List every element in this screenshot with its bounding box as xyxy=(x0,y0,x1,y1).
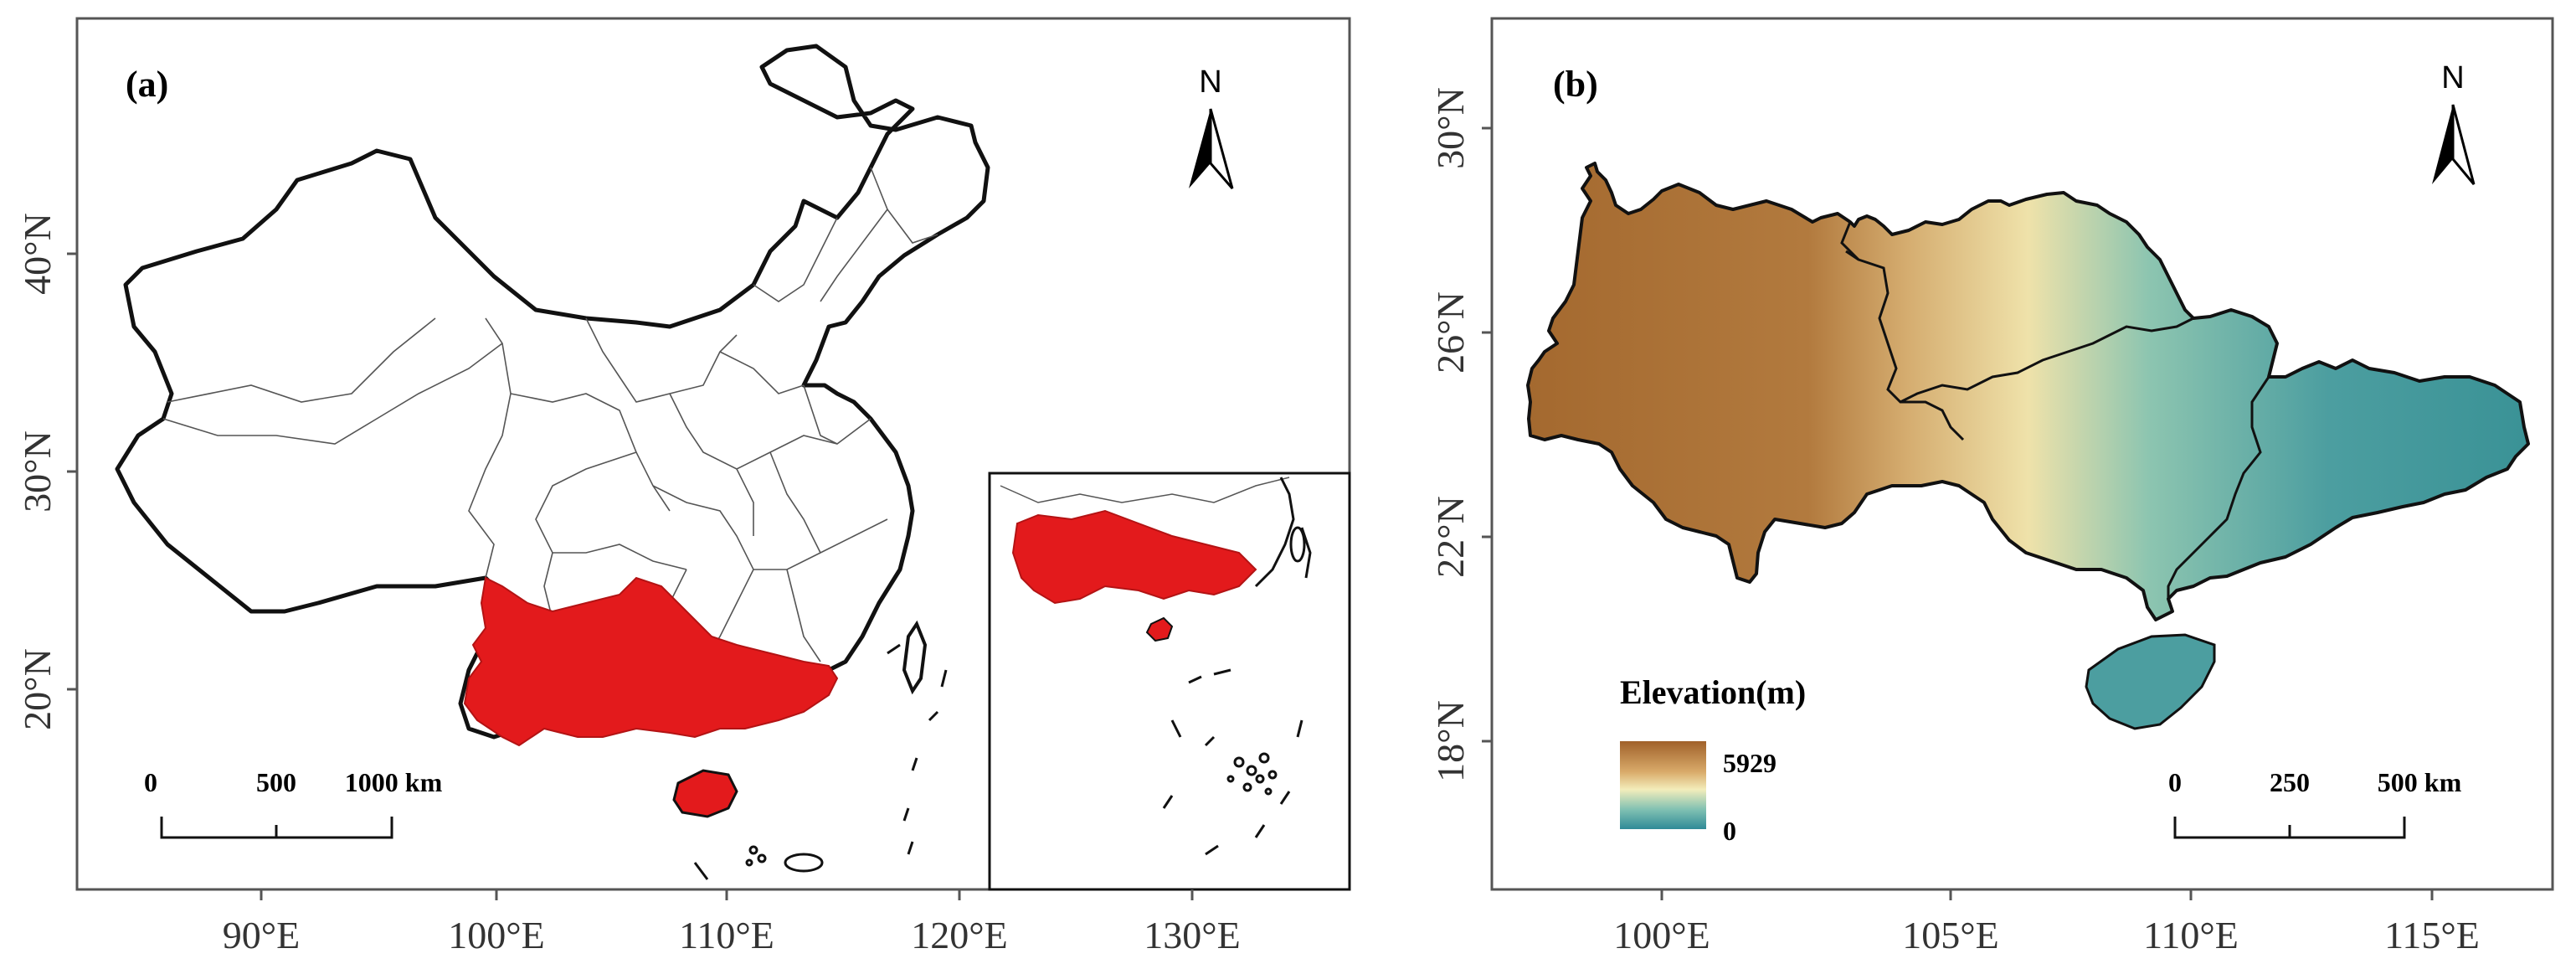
legend-colorbar xyxy=(1620,741,1706,829)
north-arrow-icon-b xyxy=(2432,105,2453,184)
inset-content xyxy=(1000,477,1312,856)
a-y-tick-1: 30°N xyxy=(16,430,59,513)
a-y-tick-2: 20°N xyxy=(16,648,59,730)
b-y-tick-1: 26°N xyxy=(1429,291,1472,374)
panel-label-b: (b) xyxy=(1553,64,1598,105)
scale-a-0: 0 xyxy=(144,767,157,797)
scale-a-1: 500 xyxy=(256,767,296,797)
a-x-tick-1: 100°E xyxy=(448,914,545,956)
scale-b-0: 0 xyxy=(2168,767,2182,797)
legend-max: 5929 xyxy=(1723,748,1776,778)
panel-a-frame xyxy=(75,17,1351,891)
panel-b-frame xyxy=(1490,17,2554,891)
b-x-tick-0: 100°E xyxy=(1613,914,1710,956)
a-x-tick-3: 120°E xyxy=(911,914,1008,956)
a-x-tick-0: 90°E xyxy=(223,914,301,956)
elevation-legend: Elevation(m) 5929 0 xyxy=(1620,673,1806,846)
north-arrow-a: N xyxy=(1189,64,1234,189)
north-label-b: N xyxy=(2441,60,2464,95)
hainan-island xyxy=(672,769,738,818)
panel-b: N (b) Elevation(m) 5929 0 0 250 500 km 1… xyxy=(1429,17,2554,956)
scale-bar-a: 0 500 1000 km xyxy=(144,767,443,839)
a-y-tick-0: 40°N xyxy=(16,213,59,295)
b-x-tick-1: 105°E xyxy=(1902,914,1999,956)
panel-a: N (a) 0 500 1000 km 90°E 100°E 110°E 120… xyxy=(16,17,1351,956)
scale-b-1: 250 xyxy=(2270,767,2310,797)
province-boundaries-b xyxy=(1840,221,2270,599)
hainan-island-b xyxy=(2085,633,2216,730)
study-area-highlight xyxy=(463,576,839,747)
north-label-a: N xyxy=(1199,64,1221,100)
legend-min: 0 xyxy=(1723,816,1736,846)
panel-label-a: (a) xyxy=(126,64,168,105)
south-sea-islands xyxy=(693,643,948,880)
b-x-tick-3: 115°E xyxy=(2384,914,2480,956)
taiwan-island xyxy=(902,620,928,695)
legend-title: Elevation(m) xyxy=(1620,673,1806,711)
b-y-tick-2: 22°N xyxy=(1429,496,1472,578)
b-x-tick-2: 110°E xyxy=(2143,914,2239,956)
b-y-tick-3: 18°N xyxy=(1429,700,1472,782)
a-x-tick-2: 110°E xyxy=(679,914,774,956)
scale-b-2: 500 km xyxy=(2378,767,2462,797)
north-arrow-icon xyxy=(1189,109,1211,188)
elevation-region xyxy=(1526,162,2530,621)
scale-bar-b: 0 250 500 km xyxy=(2168,767,2462,839)
scale-a-2: 1000 km xyxy=(345,767,443,797)
north-arrow-b: N xyxy=(2432,60,2476,185)
a-x-tick-4: 130°E xyxy=(1144,914,1241,956)
b-y-tick-0: 30°N xyxy=(1429,87,1472,169)
